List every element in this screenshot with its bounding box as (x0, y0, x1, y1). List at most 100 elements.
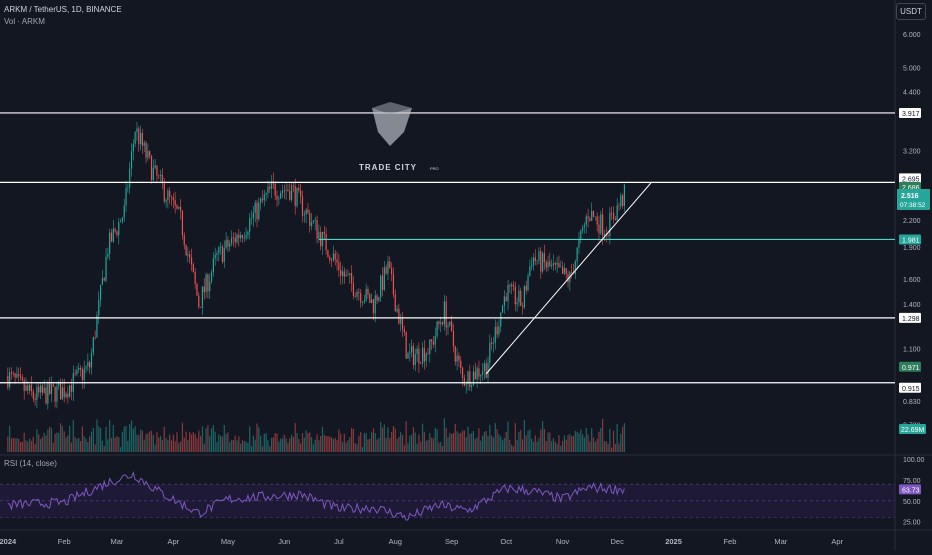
volume-bar (321, 426, 324, 452)
candle-body (198, 295, 200, 308)
candle-body (207, 274, 209, 292)
volume-bar (376, 439, 378, 452)
volume-bar (292, 436, 294, 452)
candle-body (305, 209, 307, 215)
candle-body (65, 393, 67, 398)
price-level-label: 0.915 (902, 386, 920, 393)
candle-body (552, 263, 555, 266)
rsi-value-label: 63.73 (902, 487, 920, 494)
candle-body (485, 363, 487, 378)
volume-bar (578, 433, 580, 452)
volume-bar (534, 435, 536, 452)
candle-body (503, 296, 505, 306)
volume-bar (78, 437, 80, 452)
volume-bar (401, 435, 404, 452)
volume-bar (514, 423, 516, 452)
price-level-label: 3.917 (902, 111, 920, 118)
price-tick-label: 6.000 (903, 32, 921, 39)
candle-body (623, 184, 626, 206)
volume-bar (301, 433, 304, 452)
volume-bar (263, 433, 265, 452)
volume-bar (79, 440, 82, 452)
volume-bar (103, 445, 105, 452)
volume-bar (318, 440, 320, 452)
volume-bar (389, 438, 391, 452)
candle-body (229, 243, 231, 247)
volume-bar (278, 441, 280, 452)
candle-body (289, 191, 291, 200)
candle-body (314, 219, 316, 221)
candle-body (85, 366, 87, 369)
price-level-label: 2.695 (902, 176, 920, 183)
volume-bar (538, 437, 540, 452)
volume-bar (341, 442, 344, 452)
candle-body (47, 382, 49, 404)
candle-body (387, 261, 389, 274)
time-tick-label: Mar (110, 537, 123, 546)
volume-bar (229, 442, 231, 452)
volume-bar (83, 436, 85, 452)
candle-body (263, 194, 265, 201)
volume-bar (85, 438, 87, 452)
volume-bar (320, 436, 322, 452)
candle-body (512, 284, 515, 287)
volume-bar (440, 441, 442, 452)
candle-body (611, 212, 613, 214)
rsi-line (7, 470, 625, 521)
candle-body (310, 222, 313, 227)
candle-body (509, 285, 511, 287)
candle-body (216, 253, 218, 255)
volume-bar (29, 438, 31, 452)
volume-bar (7, 436, 9, 452)
volume-bar (123, 426, 125, 452)
volume-bar (241, 440, 244, 452)
rsi-tick-label: 75.00 (903, 478, 921, 485)
candle-body (192, 264, 194, 273)
volume-bar (290, 434, 293, 452)
candle-body (210, 272, 213, 282)
volume-bar (449, 432, 451, 452)
volume-bar (460, 432, 462, 452)
volume-bar (9, 425, 11, 452)
volume-bar (374, 432, 376, 452)
candle-body (438, 321, 440, 325)
currency-button[interactable]: USDT (896, 3, 926, 20)
volume-bar (463, 430, 465, 452)
candle-body (332, 253, 335, 261)
candle-body (99, 284, 102, 300)
candle-body (81, 369, 83, 380)
volume-bar (10, 438, 13, 452)
candle-body (476, 368, 478, 380)
volume-bar (345, 442, 347, 452)
volume-bar (114, 437, 116, 452)
volume-bar (491, 435, 493, 452)
volume-bar (400, 432, 402, 452)
candle-body (43, 387, 45, 393)
candle-body (405, 332, 407, 359)
volume-bar (520, 430, 522, 452)
candle-body (138, 128, 140, 145)
candle-body (585, 216, 587, 225)
candle-body (378, 297, 380, 301)
candle-body (467, 371, 469, 385)
volume-bar (94, 444, 96, 452)
candle-body (472, 371, 475, 386)
volume-bar (270, 437, 273, 452)
volume-bar (70, 442, 73, 452)
candle-body (296, 187, 298, 207)
volume-bar (429, 433, 431, 452)
volume-bar (507, 421, 509, 452)
volume-bar (383, 424, 385, 452)
candle-body (129, 168, 131, 188)
candle-body (178, 206, 180, 209)
candle-body (587, 216, 589, 219)
volume-bar (72, 420, 74, 452)
volume-bar (243, 441, 245, 452)
candle-body (492, 342, 495, 344)
volume-bar (280, 438, 282, 452)
candle-body (363, 300, 365, 303)
candle-body (376, 295, 378, 301)
candle-body (594, 216, 596, 218)
